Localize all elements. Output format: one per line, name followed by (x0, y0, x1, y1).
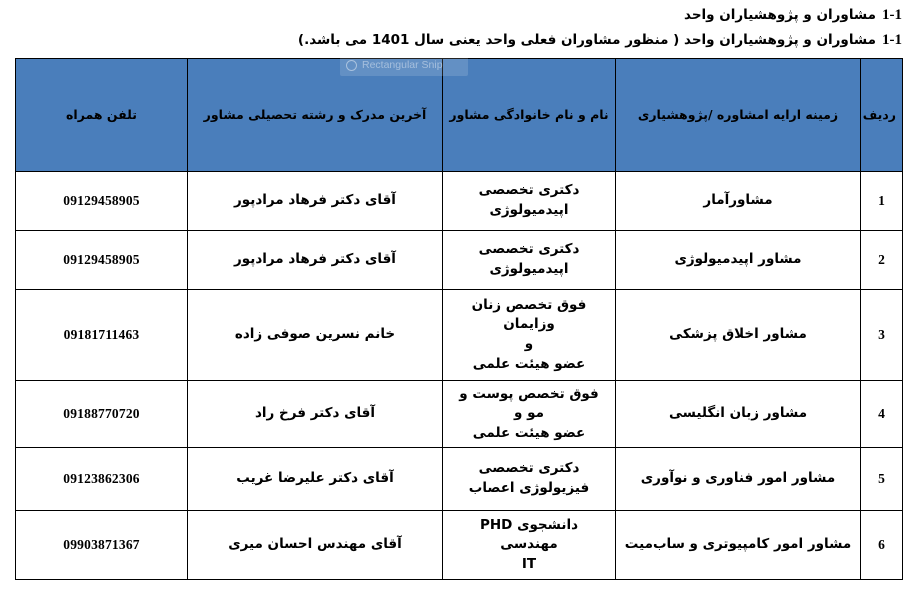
cell-field: مشاور زبان انگلیسی (615, 380, 861, 448)
cell-phone: 09188770720 (15, 380, 188, 448)
cell-index: 5 (860, 447, 903, 511)
column-header-name: نام و نام خانوادگی مشاور (442, 58, 616, 172)
heading-text-2: مشاوران و پژوهشیاران واحد ( منظور مشاورا… (297, 31, 876, 48)
cell-phone: 09129458905 (15, 230, 188, 290)
heading-number-2: 1-1 (882, 31, 902, 48)
cell-degree: دانشجوی PHD مهندسی IT (442, 510, 616, 580)
cell-field: مشاور اخلاق پزشکی (615, 289, 861, 381)
column-header-index: ردیف (860, 58, 903, 172)
cell-phone: 09123862306 (15, 447, 188, 511)
cell-index: 6 (860, 510, 903, 580)
cell-phone: 09129458905 (15, 171, 188, 231)
cell-index: 3 (860, 289, 903, 381)
cell-name: آقای دکتر فرخ راد (187, 380, 443, 448)
cell-degree: دکتری تخصصی اپیدمیولوژی (442, 171, 616, 231)
column-header-field: زمینه ارایه امشاوره /پژوهشیاری (615, 58, 861, 172)
heading-line-2: 1-1 مشاوران و پژوهشیاران واحد ( منظور مشا… (0, 28, 902, 53)
cell-index: 2 (860, 230, 903, 290)
cell-phone: 09181711463 (15, 289, 188, 381)
cell-degree: فوق تخصص زنان وزایمان و عضو هیئت علمی (442, 289, 616, 381)
cell-name: خانم نسرین صوفی زاده (187, 289, 443, 381)
cell-index: 4 (860, 380, 903, 448)
cell-field: مشاور اپیدمیولوژی (615, 230, 861, 290)
table-row: 3 مشاور اخلاق پزشکی فوق تخصص زنان وزایما… (15, 289, 903, 381)
table-row: 2 مشاور اپیدمیولوژی دکتری تخصصی اپیدمیولو… (15, 230, 903, 290)
cell-field: مشاور امور کامپیوتری و ساب‌میت (615, 510, 861, 580)
heading-text-1: مشاوران و پژوهشیاران واحد (684, 7, 876, 23)
cell-name: آقای دکتر فرهاد مرادپور (187, 171, 443, 231)
heading-number-1: 1-1 (882, 7, 902, 23)
cell-name: آقای دکتر فرهاد مرادپور (187, 230, 443, 290)
table-row: 1 مشاورآمار دکتری تخصصی اپیدمیولوژی آقای … (15, 171, 903, 231)
table-row: 5 مشاور امور فناوری و نوآوری دکتری تخصصی… (15, 447, 903, 511)
document-heading-block: 1-1 مشاوران و پژوهشیاران واحد 1-1 مشاوران … (0, 0, 918, 53)
column-header-degree: آخرین مدرک و رشته تحصیلی مشاور (187, 58, 443, 172)
column-header-phone: تلفن همراه (15, 58, 188, 172)
table-row: 4 مشاور زبان انگلیسی فوق تخصص پوست و مو … (15, 380, 903, 448)
cell-degree: فوق تخصص پوست و مو و عضو هیئت علمی (442, 380, 616, 448)
heading-line-1: 1-1 مشاوران و پژوهشیاران واحد (0, 3, 902, 28)
cell-field: مشاورآمار (615, 171, 861, 231)
advisors-table-body: 1 مشاورآمار دکتری تخصصی اپیدمیولوژی آقای … (15, 171, 903, 580)
cell-degree: دکتری تخصصی اپیدمیولوژی (442, 230, 616, 290)
cell-name: آقای مهندس احسان میری (187, 510, 443, 580)
advisors-table-container: ردیف زمینه ارایه امشاوره /پژوهشیاری نام … (15, 58, 903, 580)
cell-phone: 09903871367 (15, 510, 188, 580)
table-row: 6 مشاور امور کامپیوتری و ساب‌میت دانشجوی… (15, 510, 903, 580)
cell-index: 1 (860, 171, 903, 231)
cell-name: آقای دکتر علیرضا غریب (187, 447, 443, 511)
table-header-row: ردیف زمینه ارایه امشاوره /پژوهشیاری نام … (15, 58, 903, 172)
cell-field: مشاور امور فناوری و نوآوری (615, 447, 861, 511)
advisors-table: ردیف زمینه ارایه امشاوره /پژوهشیاری نام … (15, 58, 903, 580)
cell-degree: دکتری تخصصی فیزیولوژی اعصاب (442, 447, 616, 511)
